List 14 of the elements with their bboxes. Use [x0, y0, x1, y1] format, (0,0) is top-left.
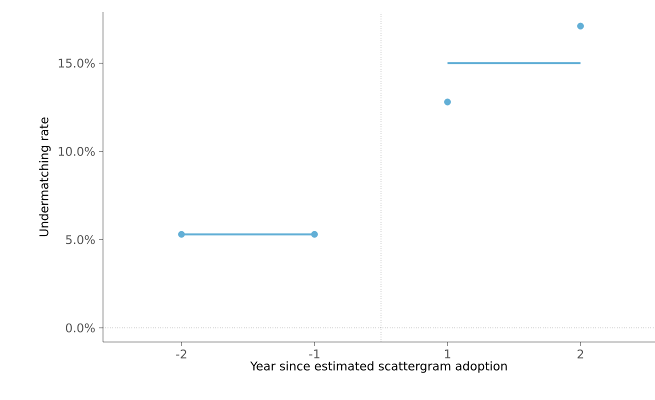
x-tick-label: -1	[309, 350, 320, 358]
y-tick-label: 15.0%	[58, 58, 95, 68]
x-tick-label: -2	[176, 350, 186, 358]
y-tick-label: 0.0%	[66, 323, 95, 332]
x-tick-label: 2	[578, 350, 584, 358]
y-axis-title: Undermatching rate	[39, 117, 51, 236]
point	[178, 230, 185, 238]
x-tick-label: 1	[445, 350, 450, 358]
point	[577, 22, 584, 30]
y-tick-label: 10.0%	[58, 146, 95, 156]
point	[311, 230, 318, 238]
y-tick-label: 5.0%	[66, 235, 95, 244]
point	[444, 98, 451, 106]
x-axis-title: Year since estimated scattergram adoption	[250, 361, 507, 373]
